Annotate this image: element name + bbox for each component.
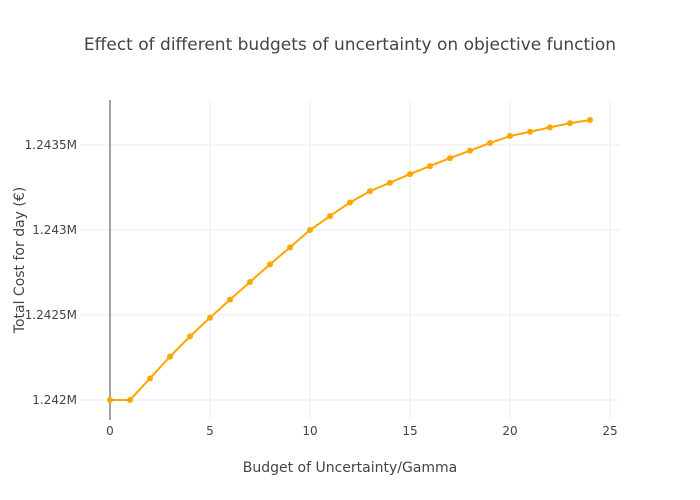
- gridlines: [80, 100, 620, 420]
- data-point[interactable]: [487, 139, 493, 146]
- data-point[interactable]: [327, 213, 333, 220]
- data-point[interactable]: [287, 244, 293, 251]
- y-tick-label: 1.243M: [32, 223, 77, 237]
- data-point[interactable]: [147, 375, 153, 382]
- data-point[interactable]: [307, 227, 313, 234]
- data-point[interactable]: [407, 171, 413, 178]
- data-point[interactable]: [447, 155, 453, 162]
- y-axis-label: Total Cost for day (€): [12, 187, 28, 334]
- data-point[interactable]: [387, 179, 393, 186]
- data-point[interactable]: [247, 279, 253, 286]
- x-tick-label: 20: [502, 424, 517, 438]
- x-tick-label: 5: [206, 424, 214, 438]
- data-point[interactable]: [467, 147, 473, 154]
- data-point[interactable]: [527, 128, 533, 135]
- y-tick-labels: 1.242M 1.2425M 1.243M 1.2435M: [25, 138, 77, 407]
- data-point[interactable]: [207, 314, 213, 321]
- data-point[interactable]: [267, 261, 273, 268]
- x-axis-label: Budget of Uncertainty/Gamma: [243, 460, 458, 476]
- y-tick-label: 1.2435M: [25, 138, 77, 152]
- series-layer: [107, 117, 593, 403]
- data-point[interactable]: [567, 120, 573, 127]
- x-tick-label: 0: [106, 424, 114, 438]
- data-point[interactable]: [107, 396, 113, 403]
- y-tick-label: 1.242M: [32, 393, 77, 407]
- data-point[interactable]: [187, 333, 193, 340]
- data-point[interactable]: [427, 163, 433, 170]
- data-point[interactable]: [507, 133, 513, 140]
- data-point[interactable]: [167, 353, 173, 360]
- data-point[interactable]: [547, 124, 553, 131]
- x-tick-label: 10: [302, 424, 317, 438]
- x-tick-label: 15: [402, 424, 417, 438]
- x-tick-label: 25: [602, 424, 617, 438]
- data-point[interactable]: [227, 296, 233, 303]
- data-point[interactable]: [367, 188, 373, 195]
- y-tick-label: 1.2425M: [25, 308, 77, 322]
- x-tick-labels: 0 5 10 15 20 25: [106, 424, 617, 438]
- data-point[interactable]: [587, 117, 593, 124]
- series-line: [110, 119, 591, 401]
- data-point[interactable]: [347, 199, 353, 206]
- chart-title: Effect of different budgets of uncertain…: [84, 35, 616, 55]
- data-point[interactable]: [127, 396, 133, 403]
